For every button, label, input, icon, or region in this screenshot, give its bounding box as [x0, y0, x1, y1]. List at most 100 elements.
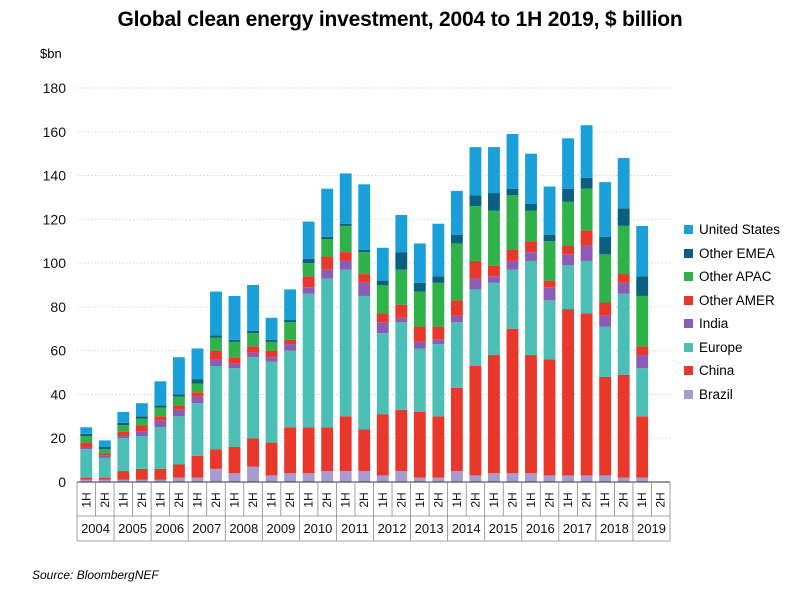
- bar-segment: [80, 449, 93, 478]
- bar-segment: [469, 278, 482, 290]
- bar-segment: [580, 475, 593, 482]
- bar-segment: [358, 274, 371, 283]
- bar-segment: [599, 315, 612, 327]
- bar-segment: [321, 188, 334, 237]
- bar-segment: [432, 344, 445, 417]
- bar-segment: [154, 468, 167, 480]
- legend-label: Europe: [699, 339, 743, 355]
- x-tick-label: 2H: [357, 492, 371, 507]
- bar-segment: [284, 427, 297, 474]
- bar-segment: [247, 285, 259, 331]
- bar-segment: [265, 475, 278, 482]
- bar-segment: [450, 471, 463, 482]
- bar-segment: [172, 396, 185, 406]
- bar-segment: [358, 249, 371, 253]
- y-tick-label: 160: [43, 124, 67, 140]
- bar-segment: [172, 409, 185, 417]
- bar-segment: [506, 133, 519, 189]
- bar-segment: [302, 287, 315, 294]
- bar-segment: [432, 326, 445, 340]
- bar-segment: [395, 269, 408, 305]
- bar-segment: [265, 361, 278, 443]
- bar-segment: [210, 350, 222, 360]
- bar-segment: [358, 282, 371, 296]
- bar-segment: [191, 396, 204, 404]
- bar-segment: [135, 431, 148, 437]
- x-tick-label: 2H: [246, 492, 260, 507]
- bar-segment: [543, 241, 556, 281]
- bar-segment: [80, 477, 93, 480]
- bar-segment: [117, 438, 130, 472]
- bar-segment: [321, 278, 334, 428]
- bar-segment: [358, 184, 371, 250]
- bar-segment: [247, 466, 259, 482]
- bar-segment: [265, 339, 278, 342]
- chart-title: Global clean energy investment, 2004 to …: [117, 8, 683, 31]
- year-label: 2006: [155, 521, 184, 536]
- bar-segment: [265, 341, 278, 351]
- x-tick-label: 1H: [376, 492, 390, 507]
- bar-segment: [488, 355, 500, 474]
- bar-segment: [358, 295, 371, 430]
- x-tick-label: 2H: [431, 492, 445, 507]
- legend-item: India: [684, 312, 780, 336]
- bar-segment: [432, 223, 445, 277]
- bar-segment: [525, 153, 537, 205]
- legend-swatch: [684, 272, 693, 282]
- x-tick-label: 2H: [617, 492, 631, 507]
- bar-segment: [172, 357, 185, 395]
- bar-segment: [154, 405, 167, 408]
- bar-segment: [210, 291, 222, 336]
- bar-segment: [450, 387, 463, 472]
- x-tick-label: 2H: [283, 492, 297, 507]
- bar-segment: [228, 295, 241, 340]
- bar-segment: [413, 341, 426, 349]
- bar-segment: [284, 344, 297, 351]
- bar-segment: [247, 357, 259, 439]
- x-tick-label: 2H: [98, 492, 112, 507]
- bar-segment: [228, 473, 241, 482]
- x-tick-label: 2H: [543, 492, 557, 507]
- y-tick-label: 80: [50, 299, 66, 315]
- bar-segment: [191, 348, 204, 380]
- bar-segment: [154, 420, 167, 428]
- bar-segment: [599, 182, 612, 237]
- y-tick-label: 140: [43, 168, 67, 184]
- bar-segment: [562, 254, 575, 266]
- year-label: 2017: [563, 521, 592, 536]
- x-tick-label: 1H: [153, 492, 167, 507]
- legend-swatch: [684, 248, 693, 258]
- bar-segment: [543, 186, 556, 235]
- legend-item: United States: [684, 218, 780, 242]
- legend-item: Other EMEA: [684, 242, 780, 266]
- bar-segment: [117, 422, 130, 426]
- bar-segment: [302, 276, 315, 288]
- bar-segment: [395, 409, 408, 472]
- bar-segment: [525, 355, 537, 474]
- bar-segment: [525, 210, 537, 242]
- bar-segment: [154, 381, 167, 406]
- year-label: 2019: [637, 521, 666, 536]
- bar-segment: [172, 464, 185, 478]
- bar-segment: [506, 473, 519, 482]
- bar-segment: [247, 352, 259, 358]
- x-tick-label: 1H: [450, 492, 464, 507]
- bar-segment: [376, 285, 389, 314]
- y-tick-label: 20: [50, 430, 66, 446]
- bar-segment: [562, 245, 575, 255]
- bar-segment: [117, 431, 130, 437]
- bar-segment: [135, 425, 148, 432]
- bar-segment: [135, 468, 148, 480]
- bar-segment: [636, 355, 649, 369]
- bar-segment: [395, 317, 408, 323]
- bar-segment: [617, 158, 630, 209]
- bar-segment: [413, 282, 426, 292]
- bar-segment: [525, 252, 537, 261]
- bar-segment: [543, 234, 556, 242]
- bar-segment: [376, 322, 389, 334]
- bar-segment: [580, 230, 593, 246]
- bar-segment: [228, 368, 241, 447]
- bar-segment: [506, 328, 519, 474]
- bar-segment: [247, 330, 259, 334]
- bar-segment: [154, 427, 167, 469]
